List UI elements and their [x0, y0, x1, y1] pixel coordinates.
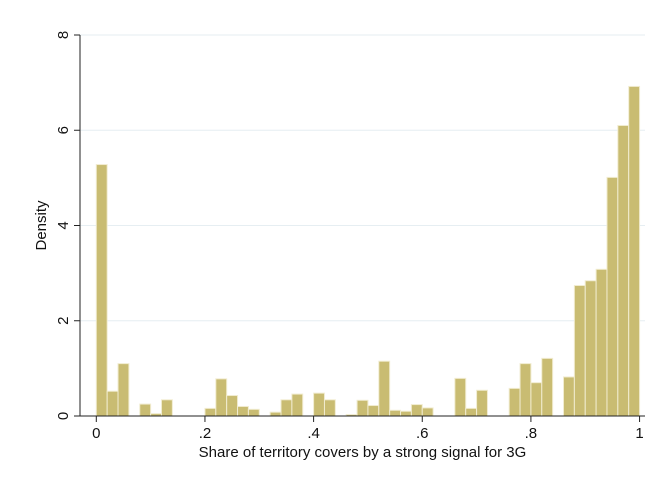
y-tick-label: 2	[55, 317, 72, 325]
histogram-bar	[247, 408, 260, 417]
histogram-bar	[106, 390, 119, 417]
histogram-bar	[280, 399, 293, 417]
x-axis-ticks: 0 .2 .4 .6 .8 1	[92, 416, 644, 442]
histogram-bar	[160, 399, 173, 417]
x-axis-title: Share of territory covers by a strong si…	[199, 444, 527, 461]
histogram-bar	[323, 399, 336, 417]
histogram-bar	[519, 363, 532, 417]
histogram-bar	[269, 411, 282, 417]
histogram-bar	[617, 124, 630, 417]
x-tick-label: .6	[416, 425, 429, 442]
histogram-bar	[541, 357, 554, 417]
histogram-bar	[117, 363, 130, 417]
histogram-bar	[410, 404, 423, 417]
histogram-bar	[95, 164, 108, 417]
x-tick-label: .2	[199, 425, 212, 442]
histogram-bar	[454, 377, 467, 417]
histogram-bar	[237, 405, 249, 417]
y-axis-title: Density	[33, 200, 50, 251]
histogram-bar	[291, 393, 304, 417]
x-tick-label: .8	[525, 425, 538, 442]
histogram-bar	[595, 268, 608, 417]
histogram-bar	[476, 389, 488, 417]
histogram-bar	[530, 382, 543, 417]
histogram-bar	[313, 392, 325, 417]
histogram-bar	[584, 280, 597, 417]
grid-lines	[80, 34, 645, 322]
x-tick-label: .4	[307, 425, 320, 442]
histogram-bar	[400, 410, 412, 417]
histogram-bar	[465, 407, 478, 417]
histogram-bar	[389, 409, 402, 417]
histogram-bar	[508, 387, 521, 417]
histogram-bar	[215, 378, 228, 417]
histogram-bar	[378, 360, 391, 417]
histogram-bar	[628, 85, 641, 417]
x-tick-label: 0	[92, 425, 100, 442]
histogram-bar	[204, 407, 217, 417]
histogram-bar	[563, 376, 575, 417]
histogram-bar	[226, 395, 239, 417]
histogram-bar	[367, 405, 380, 417]
histogram-bar	[356, 399, 369, 417]
y-tick-label: 6	[55, 126, 72, 134]
histogram-bar	[606, 176, 619, 417]
y-tick-label: 8	[55, 31, 72, 39]
histogram-bar	[139, 403, 152, 417]
y-tick-label: 4	[55, 221, 72, 229]
x-tick-label: 1	[635, 425, 643, 442]
histogram-bars	[95, 85, 641, 417]
y-tick-label: 0	[55, 412, 72, 420]
histogram-bar	[573, 285, 586, 417]
histogram-bar	[421, 407, 434, 417]
y-axis-ticks: 0 2 4 6 8	[55, 31, 80, 420]
